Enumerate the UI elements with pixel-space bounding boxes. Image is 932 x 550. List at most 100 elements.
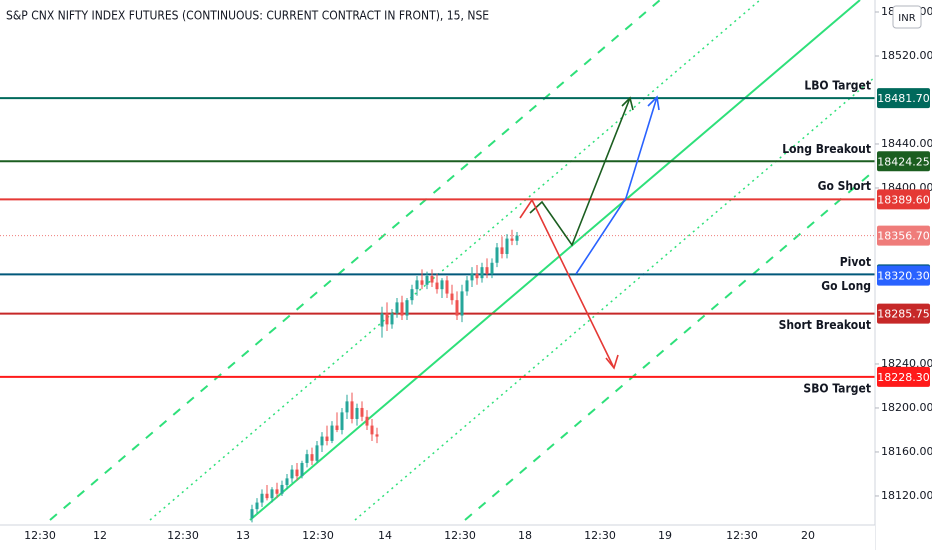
level-price-box: [877, 303, 930, 324]
candle-body: [440, 280, 444, 290]
x-tick-label: 12:30: [584, 529, 616, 542]
candle-body: [285, 478, 289, 485]
level-price: 18228.30: [877, 371, 930, 384]
candle-body: [260, 493, 264, 503]
candle-body: [400, 302, 404, 316]
candle-body: [405, 300, 409, 316]
candle-body: [340, 412, 344, 430]
x-tick-label: 12:30: [444, 529, 476, 542]
red-arrow-head: [605, 354, 619, 370]
y-tick-label: 18520.00: [881, 49, 932, 62]
candle-body: [370, 425, 374, 435]
x-tick-label: 14: [378, 529, 392, 542]
level-price-box: [877, 88, 930, 109]
candle-body: [455, 300, 459, 316]
candle-body: [505, 238, 509, 254]
candle-body: [390, 313, 394, 325]
level-name: LBO Target: [804, 79, 871, 93]
level-price: 18320.30: [877, 270, 930, 283]
candle-body: [485, 267, 489, 274]
level-price-box: [877, 366, 930, 387]
candle-body: [490, 262, 494, 274]
candle-body: [500, 247, 504, 254]
blue-arrow: [575, 96, 658, 275]
candle-body: [395, 302, 399, 314]
candle-body: [280, 484, 284, 494]
candle-body: [450, 293, 454, 301]
candle-body: [360, 407, 364, 417]
y-tick-label: 18120.00: [881, 489, 932, 502]
candle-body: [480, 267, 484, 279]
candle-body: [315, 445, 319, 461]
candle-body: [255, 502, 259, 510]
channel-upper-dashed: [49, 0, 661, 521]
candles: [250, 229, 519, 523]
candle-body: [250, 509, 254, 518]
arrows: [519, 95, 660, 370]
y-tick-label: 18440.00: [881, 137, 932, 150]
candle-body: [320, 436, 324, 446]
candle-body: [290, 469, 294, 479]
candle-body: [445, 280, 449, 294]
candle-body: [345, 401, 349, 413]
candle-body: [350, 401, 354, 419]
level-price-box: [877, 265, 930, 286]
y-tick-label: 18200.00: [881, 401, 932, 414]
y-tick-label: 18160.00: [881, 445, 932, 458]
level-name: Pivot: [840, 255, 871, 269]
red-arrow: [519, 198, 615, 369]
currency-label: INR: [898, 13, 915, 24]
candle-body: [365, 416, 369, 426]
candle-body: [335, 425, 339, 430]
x-tick-label: 19: [658, 529, 672, 542]
level-price: 18389.60: [877, 193, 930, 206]
candle-body: [380, 313, 384, 327]
time-axis: [0, 525, 875, 550]
y-tick-label: 18240.00: [881, 357, 932, 370]
candle-body: [355, 407, 359, 419]
level-price-box: [877, 189, 930, 210]
level-name: Go Long: [821, 279, 871, 293]
channel-center: [249, 0, 861, 521]
candle-body: [305, 454, 309, 463]
level-price-box: [877, 151, 930, 172]
level-price-box: [877, 225, 930, 246]
levels: [0, 97, 875, 378]
candle-body: [420, 280, 424, 285]
chart-title: S&P CNX NIFTY INDEX FUTURES (CONTINUOUS:…: [6, 9, 489, 23]
candle-body: [430, 275, 434, 283]
candle-body: [415, 280, 419, 290]
green-arrow-head: [621, 96, 634, 111]
candle-body: [460, 291, 464, 316]
level-name: Short Breakout: [779, 318, 871, 332]
level-price: 18481.70: [877, 92, 930, 105]
x-tick-label: 12: [93, 529, 107, 542]
level-name: Long Breakout: [782, 142, 871, 156]
candle-body: [375, 434, 379, 437]
channel-upper-dotted: [149, 0, 761, 521]
candle-body: [465, 280, 469, 292]
level-price: 18356.70: [877, 230, 930, 243]
x-tick-label: 18: [518, 529, 532, 542]
candle-body: [515, 235, 519, 241]
x-tick-label: 12:30: [726, 529, 758, 542]
x-tick-label: 20: [801, 529, 815, 542]
x-tick-label: 13: [236, 529, 250, 542]
x-tick-label: 12:30: [302, 529, 334, 542]
level-name: SBO Target: [803, 381, 871, 395]
channel-lines: [49, 0, 876, 521]
x-tick-label: 12:30: [24, 529, 56, 542]
candle-body: [310, 454, 314, 461]
candle-body: [385, 313, 389, 325]
currency-badge[interactable]: [892, 5, 922, 29]
candle-body: [425, 275, 429, 285]
candle-body: [265, 493, 269, 499]
candle-body: [295, 469, 299, 477]
candle-body: [510, 238, 514, 241]
candle-body: [435, 282, 439, 290]
candle-body: [410, 289, 414, 301]
candle-body: [330, 425, 334, 441]
candle-body: [475, 273, 479, 279]
blue-arrow-head: [647, 95, 660, 111]
